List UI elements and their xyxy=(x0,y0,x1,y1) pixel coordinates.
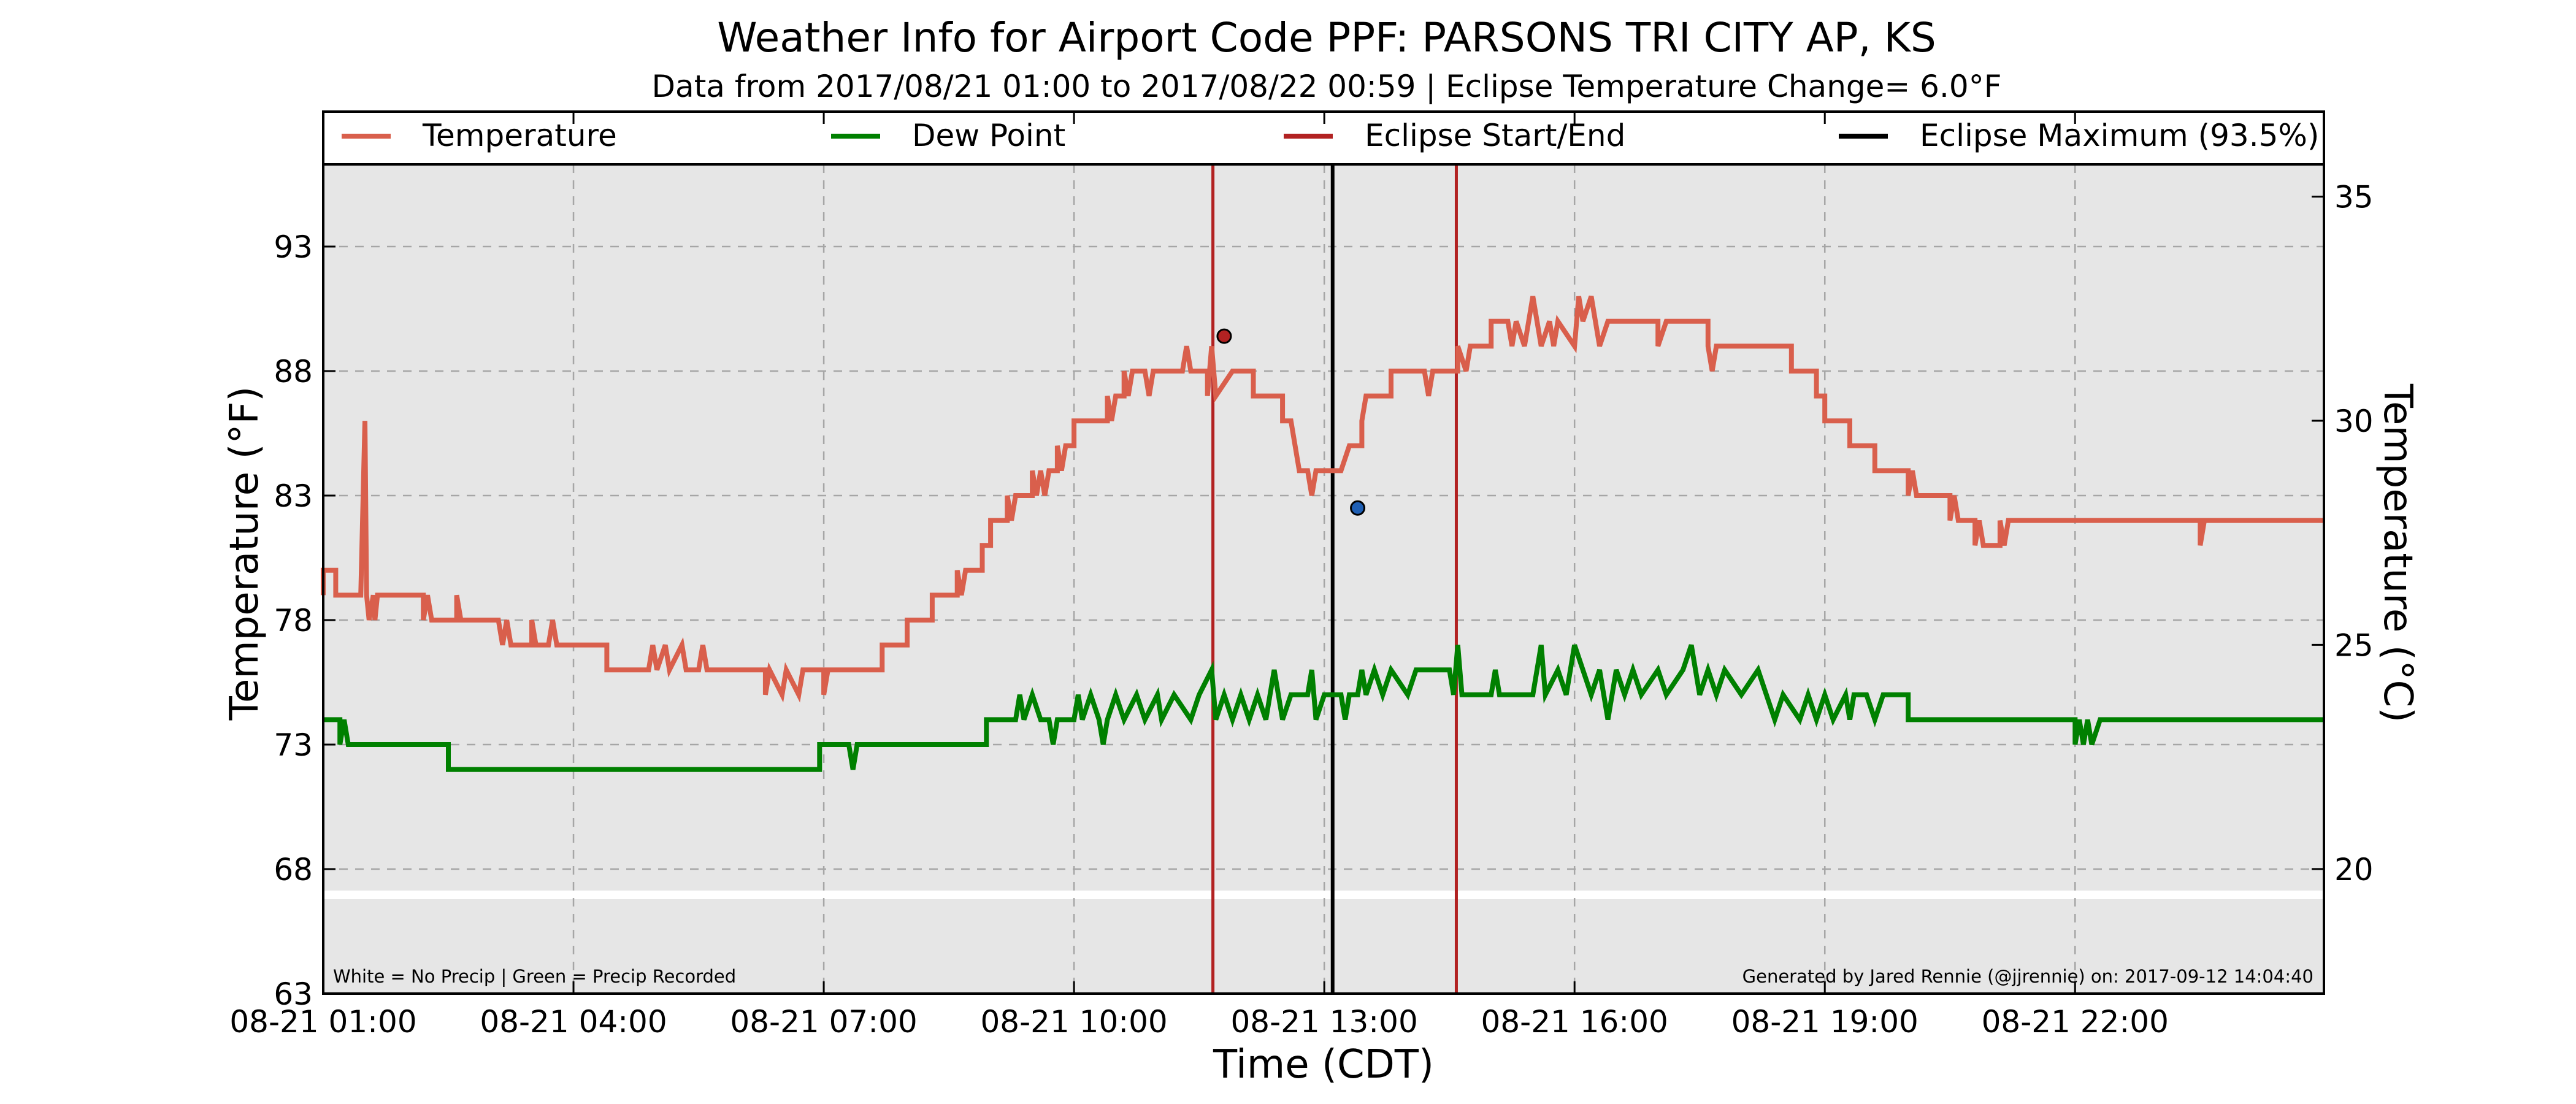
series-lines xyxy=(321,295,2324,772)
x-tick-label: 08-21 10:00 xyxy=(980,1004,1167,1040)
credit-note: Generated by Jared Rennie (@jjrennie) on… xyxy=(1742,966,2313,987)
precip-strip xyxy=(323,891,2324,899)
y-tick-label-right: 20 xyxy=(2334,852,2374,887)
x-tick-label: 08-21 07:00 xyxy=(730,1004,917,1040)
y-tick-label: 63 xyxy=(274,976,313,1012)
y-tick-label: 83 xyxy=(274,478,313,514)
chart-subtitle: Data from 2017/08/21 01:00 to 2017/08/22… xyxy=(652,69,2002,104)
x-tick-label: 08-21 22:00 xyxy=(1982,1004,2169,1040)
y-tick-label-right: 25 xyxy=(2334,627,2374,663)
y-axis-label-left: Temperature (°F) xyxy=(222,386,267,721)
x-ticks: 08-21 01:00 08-21 04:00 08-21 07:00 08-21 1… xyxy=(229,112,2169,1040)
dew-point-line xyxy=(323,644,2324,772)
y-tick-label: 68 xyxy=(274,852,313,887)
temperature-line xyxy=(321,295,2324,703)
x-tick-label: 08-21 04:00 xyxy=(480,1004,667,1040)
data-markers xyxy=(1216,328,1366,516)
y-tick-label: 93 xyxy=(274,229,313,265)
legend-label: Eclipse Maximum (93.5%) xyxy=(1920,118,2319,153)
data-marker-point xyxy=(1350,500,1366,516)
y-tick-label-right: 30 xyxy=(2334,404,2374,439)
y-ticks-left: 63 68 73 78 83 88 93 xyxy=(274,229,335,1012)
y-tick-label: 88 xyxy=(274,354,313,389)
legend: Temperature Dew Point Eclipse Start/End Ecl… xyxy=(342,118,2319,153)
data-marker-point xyxy=(1216,328,1232,344)
y-tick-label: 73 xyxy=(274,727,313,763)
legend-label: Dew Point xyxy=(912,118,1065,153)
x-tick-label: 08-21 19:00 xyxy=(1731,1004,1919,1040)
x-tick-label: 08-21 16:00 xyxy=(1481,1004,1668,1040)
x-axis-label: Time (CDT) xyxy=(1213,1042,1434,1087)
grid-lines xyxy=(323,164,2324,994)
x-tick-label: 08-21 01:00 xyxy=(229,1004,416,1040)
precip-legend-note: White = No Precip | Green = Precip Recor… xyxy=(333,966,736,987)
y-axis-label-right: Temperature (°C) xyxy=(2375,383,2420,723)
y-ticks-right: 20 25 30 35 xyxy=(2312,180,2374,887)
eclipse-lines xyxy=(1211,164,1458,994)
y-tick-label: 78 xyxy=(274,603,313,638)
legend-label: Temperature xyxy=(422,118,617,153)
y-tick-label-right: 35 xyxy=(2334,180,2374,215)
legend-label: Eclipse Start/End xyxy=(1365,118,1625,153)
chart-title: Weather Info for Airport Code PPF: PARSO… xyxy=(717,14,1936,61)
x-tick-label: 08-21 13:00 xyxy=(1231,1004,1418,1040)
